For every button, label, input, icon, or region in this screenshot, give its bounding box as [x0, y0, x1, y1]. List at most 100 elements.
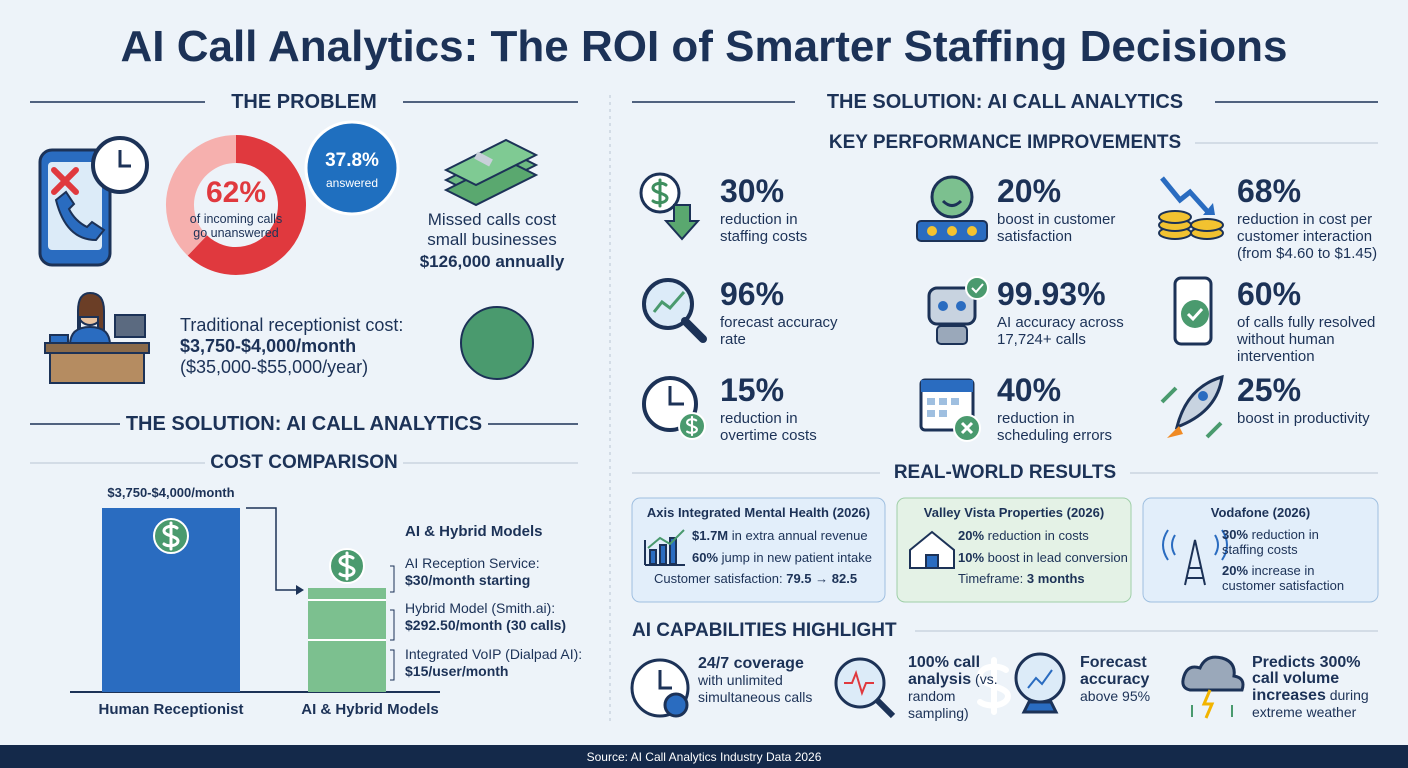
icon-part — [38, 136, 149, 267]
icon-part — [939, 398, 947, 405]
icon-part — [644, 529, 1228, 586]
icon-part — [166, 120, 400, 275]
card-line: $1.7M in extra annual revenue — [692, 528, 882, 543]
icon-part — [639, 172, 1224, 442]
icon-part — [921, 380, 973, 392]
icon-part — [390, 565, 395, 681]
icon-part — [1158, 210, 1224, 240]
icon-part — [1158, 210, 1192, 224]
cost-item-label: AI Reception Service: — [405, 555, 540, 571]
kpi-value: 40% — [997, 372, 1062, 408]
capability: 24/7 coverage with unlimited simultaneou… — [698, 655, 828, 706]
icon-part — [0, 745, 1408, 768]
icon-part — [1201, 689, 1215, 719]
text-run: 24/7 coverage — [698, 655, 804, 672]
card-line: 60% jump in new patient intake — [692, 550, 882, 565]
cost-item-value: $30/month starting — [405, 572, 531, 588]
capability: 100% call analysis (vs. random sampling) — [908, 655, 1008, 722]
icon-part — [971, 283, 984, 294]
icon-part — [947, 226, 957, 236]
text-run: 20% — [958, 528, 985, 543]
kpi-label: boost in productivity — [1237, 410, 1370, 427]
bar-label: $3,750-$4,000/month — [107, 485, 235, 500]
text-run: 60% — [692, 550, 719, 565]
sub-heading: AI CAPABILITIES HIGHLIGHT — [632, 620, 897, 641]
kpi-label: AI accuracy across 17,724+ calls — [997, 314, 1124, 348]
capability: Forecast accuracy above 95% — [1080, 655, 1170, 705]
kpi-label: reduction in staffing costs — [720, 211, 808, 245]
text-run: Customer satisfaction: — [654, 571, 787, 586]
kpi-label: of calls fully resolved without human in… — [1237, 314, 1376, 365]
icon-part — [1174, 374, 1224, 430]
icon-part — [1186, 307, 1204, 322]
donut-value: 62% — [205, 176, 267, 209]
icon-part — [49, 334, 69, 344]
x-label: Human Receptionist — [98, 701, 244, 718]
icon-part — [939, 410, 947, 417]
icon-part — [1160, 176, 1210, 214]
icon-part — [460, 306, 534, 380]
icon-part — [927, 286, 977, 326]
card-line: 20% increase in customer satisfaction — [1222, 563, 1362, 593]
icon-part — [77, 291, 105, 334]
icon-part — [639, 172, 701, 241]
cost-item-value: $292.50/month (30 calls) — [405, 617, 567, 633]
card-line: 30% reduction in staffing costs — [1222, 527, 1362, 557]
kpi-label: reduction in cost per customer interacti… — [1237, 211, 1378, 262]
icon-part — [659, 544, 667, 565]
icon-part — [1167, 426, 1183, 438]
card-line: Customer satisfaction: 79.5 → 82.5 — [654, 571, 877, 587]
section-heading: THE SOLUTION: AI CALL ANALYTICS — [125, 413, 483, 435]
card-line: 20% reduction in costs — [958, 528, 1128, 543]
text-run: $1.7M — [692, 528, 729, 543]
text-run: (vs. random sampling) — [908, 671, 998, 721]
icon-part — [669, 537, 677, 565]
icon-part — [951, 398, 959, 405]
icon-part — [909, 530, 955, 569]
kpi-label: forecast accuracy rate — [720, 314, 838, 348]
text-run: 100% call analysis — [908, 654, 981, 688]
icon-part — [936, 325, 968, 345]
text-run: boost in lead conversion — [984, 550, 1128, 565]
card-title: Vodafone (2026) — [1210, 505, 1311, 520]
icon-part — [652, 291, 686, 313]
icon-part — [443, 138, 539, 207]
icon-part — [1203, 203, 1215, 215]
donut-caption: of incoming calls go unanswered — [189, 212, 283, 241]
icon-part — [1190, 218, 1224, 232]
icon-part — [642, 278, 694, 330]
text-run: Timeframe: — [958, 571, 1027, 586]
icon-part — [925, 554, 939, 569]
icon-part — [927, 226, 977, 236]
icon-part — [927, 398, 959, 417]
icon-part — [642, 278, 707, 343]
icon-part — [631, 497, 886, 603]
icon-part — [44, 342, 150, 354]
icon-part — [1158, 176, 1224, 240]
text-run: 3 months — [1026, 571, 1085, 586]
text-run: reduction in staffing costs — [1222, 527, 1319, 557]
icon-part — [668, 386, 684, 406]
kpi-value: 25% — [1237, 372, 1302, 408]
icon-part — [941, 199, 963, 207]
icon-part — [308, 599, 386, 641]
section-heading: THE SOLUTION: AI CALL ANALYTICS — [826, 91, 1184, 113]
icon-part — [956, 301, 966, 311]
icon-part — [927, 276, 989, 345]
card-title: Valley Vista Properties (2026) — [923, 505, 1105, 520]
icon-part — [927, 410, 935, 417]
cost-item-value: $15/user/month — [405, 663, 509, 679]
icon-part — [1181, 300, 1209, 328]
icon-part — [296, 585, 304, 595]
source-note: Source: AI Call Analytics Industry Data … — [586, 750, 822, 764]
text-run: with unlimited simultaneous calls — [698, 672, 813, 705]
bubble-caption: answered — [325, 176, 379, 190]
text-run: during extreme weather — [1252, 687, 1369, 720]
icon-part — [874, 697, 896, 719]
missed-calls-text: Missed calls cost small businesses — [427, 210, 557, 249]
icon-part — [647, 529, 685, 549]
text-run: in extra annual revenue — [728, 528, 868, 543]
icon-part — [930, 175, 974, 219]
